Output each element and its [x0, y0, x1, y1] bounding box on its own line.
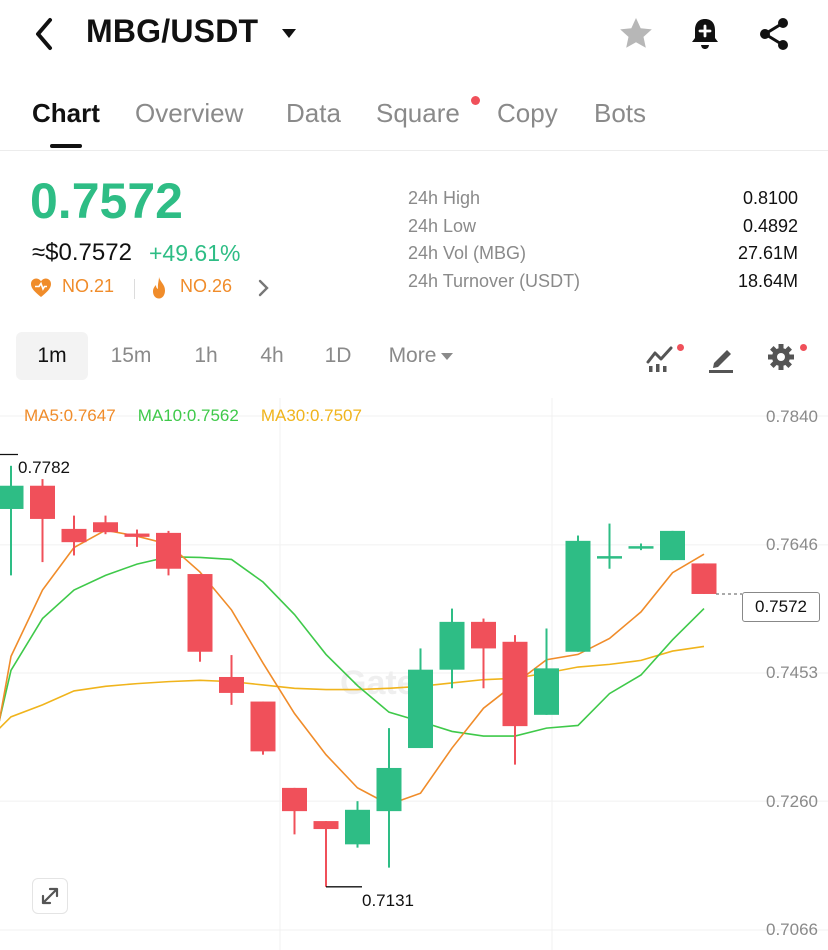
chevron-down-icon[interactable]	[282, 29, 296, 38]
ma5-label: MA5:0.7647	[24, 406, 116, 425]
stat-label: 24h Vol (MBG)	[408, 243, 527, 263]
chevron-down-icon	[441, 352, 454, 360]
flame-icon	[153, 277, 165, 299]
y-axis-tick: 0.7260	[766, 792, 818, 811]
interval-more[interactable]: More	[380, 332, 462, 380]
pair-title[interactable]: MBG/USDT	[86, 13, 259, 49]
stat-row: 24h Vol (MBG) 27.61M	[408, 241, 798, 269]
kline-svg: Gate	[0, 398, 828, 950]
last-price: 0.7572	[30, 173, 183, 229]
candle-body	[345, 809, 370, 845]
tab-bots[interactable]: Bots	[594, 98, 647, 128]
stat-row: 24h Turnover (USDT) 18.64M	[408, 269, 798, 297]
tab-copy[interactable]: Copy	[497, 98, 558, 128]
low-price-marker: 0.7131	[362, 891, 414, 910]
fiat-price: ≈$0.7572	[32, 239, 132, 266]
candle-body	[534, 668, 559, 715]
ma-legend: MA5:0.7647 MA10:0.7562 MA30:0.7507	[24, 406, 384, 426]
notification-dot	[800, 344, 807, 351]
interval-1h[interactable]: 1h	[194, 344, 218, 367]
interval-bar: 1m 15m 1h 4h 1D More	[0, 332, 828, 382]
candle-body	[0, 485, 24, 509]
chevron-right-icon[interactable]	[254, 276, 274, 300]
candle-body	[376, 767, 402, 812]
candle-body	[124, 533, 150, 537]
ma30-label: MA30:0.7507	[260, 406, 362, 425]
y-axis-tick: 0.7453	[766, 663, 818, 682]
ma10-label: MA10:0.7562	[137, 406, 239, 425]
ma10-line	[0, 555, 705, 737]
settings-gear-icon[interactable]	[764, 340, 798, 374]
interval-15m[interactable]: 15m	[110, 344, 152, 367]
candle-body	[597, 556, 622, 559]
candle-body	[565, 540, 591, 652]
high-price-marker: 0.7782	[18, 458, 70, 477]
expand-icon[interactable]	[32, 878, 68, 914]
tab-bar: Chart Overview Data Square Copy Bots	[0, 90, 828, 150]
candle-body	[408, 669, 433, 749]
candle-body	[313, 821, 339, 830]
back-icon[interactable]	[28, 14, 62, 54]
tab-chart[interactable]: Chart	[32, 98, 100, 128]
watermark: Gate	[340, 664, 416, 702]
interval-4h[interactable]: 4h	[260, 344, 284, 367]
y-axis-tick: 0.7066	[766, 920, 818, 939]
tab-overview[interactable]: Overview	[135, 98, 244, 128]
active-tab-indicator	[50, 144, 82, 148]
candle-body	[660, 530, 685, 561]
candle-body	[93, 522, 118, 533]
divider	[0, 150, 828, 151]
candle-body	[691, 563, 717, 594]
draw-pencil-icon[interactable]	[704, 340, 738, 374]
ma30-line	[0, 645, 705, 729]
tab-square[interactable]: Square	[376, 98, 460, 128]
candle-body	[250, 701, 276, 752]
candle-body	[282, 787, 307, 812]
stat-value: 27.61M	[737, 243, 798, 263]
stat-row: 24h High 0.8100	[408, 186, 798, 214]
stat-value: 0.8100	[742, 188, 798, 208]
stat-label: 24h High	[408, 188, 481, 208]
interval-1m[interactable]: 1m	[16, 332, 88, 380]
current-price-tag: 0.7572	[742, 592, 820, 622]
stats-panel: 24h High 0.8100 24h Low 0.4892 24h Vol (…	[408, 186, 798, 296]
notification-dot	[677, 344, 684, 351]
bell-plus-icon[interactable]	[685, 14, 725, 54]
header-bar: MBG/USDT	[0, 0, 828, 68]
candle-body	[156, 532, 181, 569]
heart-rank-icon	[31, 278, 51, 297]
candle-body	[30, 485, 55, 519]
candle-body	[61, 528, 87, 543]
candle-body	[219, 676, 244, 693]
candle-body	[187, 574, 213, 652]
candle-body	[502, 641, 528, 727]
y-axis-tick: 0.7840	[766, 407, 818, 426]
popularity-rank: NO.21	[62, 276, 115, 296]
stat-label: 24h Low	[408, 215, 477, 236]
tab-data[interactable]: Data	[286, 98, 341, 128]
price-change-percent: +49.61%	[149, 240, 241, 266]
indicator-icon[interactable]	[644, 340, 678, 374]
interval-1d[interactable]: 1D	[324, 344, 352, 367]
divider	[134, 279, 135, 299]
stat-row: 24h Low 0.4892	[408, 214, 798, 242]
stat-value: 18.64M	[737, 270, 798, 291]
candle-body	[439, 621, 465, 670]
kline-chart[interactable]: Gate MA5:0.7647 MA10:0.7562 MA30:0.7507 0.…	[0, 398, 828, 950]
notification-dot	[471, 96, 480, 105]
share-icon[interactable]	[754, 14, 794, 54]
candle-body	[628, 546, 654, 549]
candle-body	[471, 621, 496, 649]
star-icon[interactable]	[616, 14, 656, 54]
stat-value: 0.4892	[742, 215, 798, 236]
stat-label: 24h Turnover (USDT)	[408, 270, 581, 291]
hot-rank: NO.26	[180, 276, 233, 296]
interval-more-label: More	[388, 344, 437, 367]
y-axis-tick: 0.7646	[766, 535, 818, 554]
